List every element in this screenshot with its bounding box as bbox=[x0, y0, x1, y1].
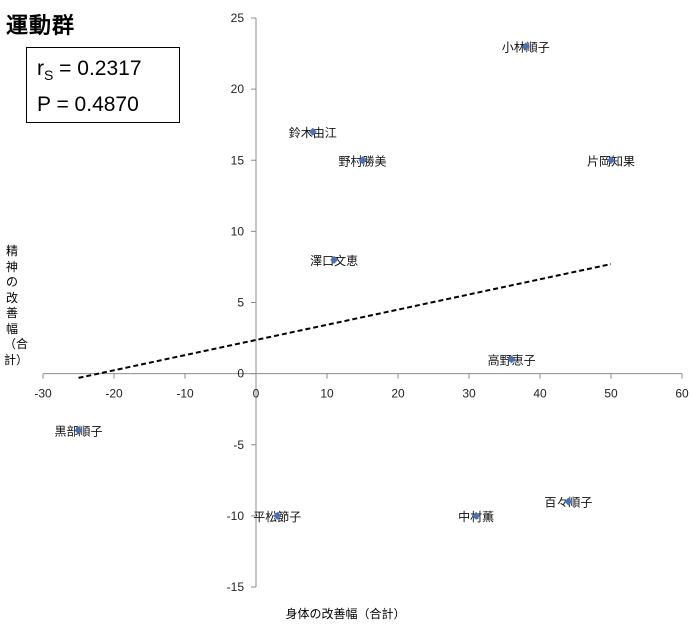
y-tick-label: 5 bbox=[237, 296, 244, 310]
y-tick-label: 25 bbox=[231, 11, 245, 25]
x-tick-label: 30 bbox=[462, 387, 476, 401]
x-tick-label: -20 bbox=[105, 387, 123, 401]
trendline bbox=[78, 263, 612, 379]
data-point bbox=[74, 426, 83, 435]
chart-title: 運動群 bbox=[6, 14, 76, 39]
x-tick-label: 0 bbox=[253, 387, 260, 401]
y-tick-label: -5 bbox=[233, 438, 244, 452]
data-point bbox=[472, 511, 481, 520]
x-axis-label: 身体の改善幅（合計） bbox=[285, 607, 406, 621]
y-tick-label: 15 bbox=[231, 153, 245, 167]
data-point bbox=[330, 255, 339, 264]
data-point bbox=[308, 127, 317, 136]
data-point bbox=[358, 156, 367, 165]
x-tick-label: 20 bbox=[391, 387, 405, 401]
y-tick-label: -15 bbox=[227, 580, 245, 594]
data-point bbox=[564, 497, 573, 506]
data-point bbox=[507, 355, 516, 364]
y-tick-label: 0 bbox=[237, 367, 244, 381]
y-tick-label: 20 bbox=[231, 82, 245, 96]
x-tick-label: 50 bbox=[604, 387, 618, 401]
x-tick-label: 40 bbox=[533, 387, 547, 401]
x-tick-label: 60 bbox=[675, 387, 689, 401]
y-tick-label: -10 bbox=[227, 509, 245, 523]
y-tick-label: 10 bbox=[231, 224, 245, 238]
data-point bbox=[607, 156, 615, 165]
data-point bbox=[521, 42, 530, 51]
spearman-r-line: rS = 0.2317 bbox=[37, 57, 142, 84]
stats-box: rS = 0.2317 P = 0.4870 bbox=[26, 47, 180, 123]
p-value-line: P = 0.4870 bbox=[37, 93, 139, 117]
y-axis-label: 精神の改善幅（合計） bbox=[4, 244, 29, 367]
data-point bbox=[273, 511, 282, 520]
x-tick-label: -10 bbox=[176, 387, 194, 401]
x-tick-label: 10 bbox=[320, 387, 334, 401]
x-tick-label: -30 bbox=[34, 387, 52, 401]
